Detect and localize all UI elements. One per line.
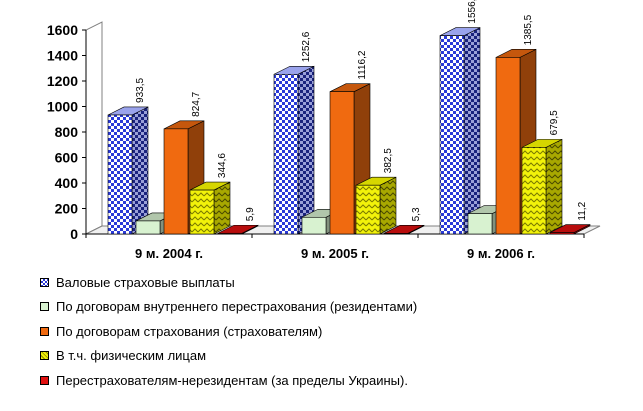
bar-front	[107, 114, 133, 235]
legend-swatch	[40, 302, 49, 312]
bar-front	[217, 232, 243, 235]
bar-front	[301, 216, 327, 235]
side-wall	[85, 21, 103, 235]
legend-swatch	[40, 277, 49, 287]
bar	[439, 27, 481, 235]
bar-side	[297, 65, 315, 235]
legend-label: Перестрахователям-нерезидентам (за преде…	[56, 372, 408, 388]
bar-front	[135, 220, 161, 235]
legend-label: По договорам страхования (страхователям)	[56, 323, 323, 339]
bar-front	[439, 35, 465, 235]
bar-front	[521, 147, 547, 235]
data-label: 933,5	[135, 78, 146, 103]
y-tick-label: 800	[55, 124, 79, 140]
data-label: 5,9	[245, 207, 256, 221]
bar-side	[545, 138, 563, 235]
y-tick-label: 1000	[47, 99, 78, 115]
y-tick-label: 1200	[47, 73, 78, 89]
bar-front	[495, 57, 521, 235]
bar-front	[163, 128, 189, 235]
bar-front	[467, 213, 493, 235]
data-label: 824,7	[191, 91, 202, 116]
y-tick-label: 600	[55, 150, 79, 166]
bar	[273, 65, 315, 235]
legend: Валовые страховые выплаты По договорам вн…	[40, 270, 417, 393]
legend-swatch	[40, 351, 49, 361]
data-label: 5,3	[411, 207, 422, 221]
legend-item: По договорам внутреннего перестрахования…	[40, 295, 417, 320]
legend-label: В т.ч. физическим лицам	[56, 348, 207, 364]
legend-item: Перестрахователям-нерезидентам (за преде…	[40, 368, 417, 393]
data-label: 344,6	[217, 153, 228, 178]
legend-item: По договорам страхования (страхователям)	[40, 319, 417, 344]
bar-side	[131, 106, 149, 235]
bar	[217, 224, 259, 235]
bar-front	[273, 73, 299, 235]
legend-item: Валовые страховые выплаты	[40, 270, 417, 295]
data-label: 1556,2	[467, 0, 478, 24]
bar-front	[329, 91, 355, 235]
bar-front	[189, 189, 215, 235]
bar	[189, 181, 231, 235]
data-label: 1252,6	[301, 31, 312, 62]
bar-side	[379, 176, 397, 235]
bar	[549, 224, 591, 235]
y-tick-label: 1600	[47, 22, 78, 38]
legend-label: По договорам внутреннего перестрахования…	[56, 299, 418, 315]
bar	[329, 83, 371, 235]
y-tick-label: 0	[70, 226, 78, 242]
y-tick-label: 200	[55, 201, 79, 217]
x-category-label: 9 м. 2004 г.	[135, 246, 203, 261]
y-tick-label: 400	[55, 175, 79, 191]
bar	[107, 106, 149, 235]
x-category-label: 9 м. 2006 г.	[467, 246, 535, 261]
data-label: 1116,2	[357, 50, 368, 80]
bar-front	[549, 232, 575, 235]
plot-area: 02004006008001000120014001600933,5102,58…	[47, 0, 601, 261]
data-label: 11,2	[577, 201, 588, 220]
bar-chart: 02004006008001000120014001600933,5102,58…	[47, 0, 601, 261]
data-label: 382,5	[383, 148, 394, 173]
bar-side	[213, 181, 231, 235]
x-category-label: 9 м. 2005 г.	[301, 246, 369, 261]
y-tick-label: 1400	[47, 48, 78, 64]
legend-swatch	[40, 375, 49, 385]
bar	[355, 176, 397, 235]
bar	[383, 224, 425, 235]
legend-label: Валовые страховые выплаты	[56, 274, 235, 290]
data-label: 679,5	[549, 110, 560, 135]
bar-front	[355, 184, 381, 235]
data-label: 1385,5	[523, 14, 534, 45]
bar-front	[383, 233, 409, 235]
bar	[521, 138, 563, 235]
legend-swatch	[40, 326, 49, 336]
bar-side	[463, 27, 481, 235]
legend-item: В т.ч. физическим лицам	[40, 344, 417, 369]
